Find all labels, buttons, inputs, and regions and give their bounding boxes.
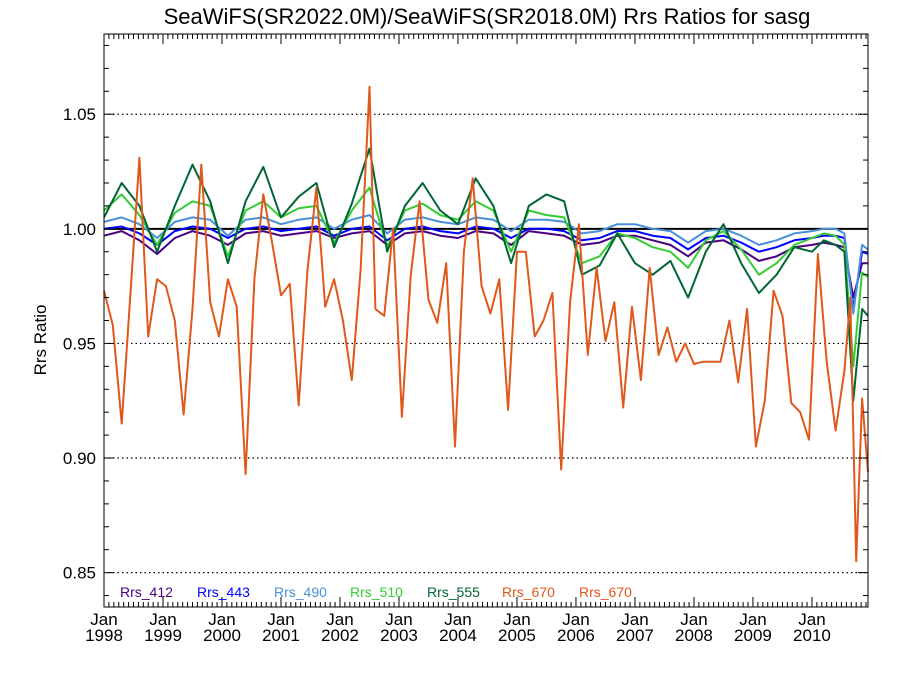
x-tick-month-label: Jan (621, 610, 648, 629)
x-tick-month-label: Jan (739, 610, 766, 629)
y-axis-title: Rrs Ratio (31, 305, 50, 376)
legend-entry-rrs-670: Rrs_670 (579, 584, 632, 600)
y-tick-label: 1.05 (63, 105, 96, 124)
y-tick-label: 1.00 (63, 220, 96, 239)
plot-frame (103, 33, 869, 608)
x-tick-year-label: 2004 (439, 626, 477, 645)
x-tick-year-label: 2002 (321, 626, 359, 645)
x-tick-month-label: Jan (149, 610, 176, 629)
x-tick-month-label: Jan (326, 610, 353, 629)
x-tick-year-label: 2001 (262, 626, 300, 645)
x-tick-month-label: Jan (90, 610, 117, 629)
axes: 0.850.900.951.001.05Jan1998Jan1999Jan200… (63, 33, 869, 645)
series-line-rrs-670-5 (103, 85, 869, 563)
x-tick-month-label: Jan (267, 610, 294, 629)
legend-entry-rrs-510: Rrs_510 (350, 584, 403, 600)
legend-entry-rrs-555: Rrs_555 (427, 584, 480, 600)
chart-title: SeaWiFS(SR2022.0M)/SeaWiFS(SR2018.0M) Rr… (164, 4, 811, 29)
x-tick-year-label: 2000 (203, 626, 241, 645)
series-line-rrs-510-3 (103, 186, 869, 368)
series-line-rrs-412-0 (103, 230, 868, 299)
x-tick-month-label: Jan (385, 610, 412, 629)
y-tick-label: 0.90 (63, 449, 96, 468)
x-tick-year-label: 2007 (616, 626, 654, 645)
legend-entry-rrs-670: Rrs_670 (502, 584, 555, 600)
legend-entry-rrs-412: Rrs_412 (120, 584, 173, 600)
x-tick-month-label: Jan (798, 610, 825, 629)
x-tick-year-label: 2006 (557, 626, 595, 645)
series-line-rrs-443-1 (103, 225, 869, 310)
x-tick-year-label: 1998 (85, 626, 123, 645)
y-tick-label: 0.95 (63, 334, 96, 353)
series-lines (103, 85, 869, 563)
x-tick-month-label: Jan (444, 610, 471, 629)
x-tick-year-label: 2008 (675, 626, 713, 645)
x-tick-year-label: 1999 (144, 626, 182, 645)
legend: Rrs_412 Rrs_443 Rrs_490 Rrs_510 Rrs_555 Rrs_6… (120, 584, 632, 600)
x-tick-year-label: 2009 (734, 626, 772, 645)
x-tick-year-label: 2005 (498, 626, 536, 645)
legend-entry-rrs-490: Rrs_490 (274, 584, 327, 600)
y-tick-label: 0.85 (63, 564, 96, 583)
x-tick-month-label: Jan (562, 610, 589, 629)
gridlines (104, 113, 868, 574)
x-tick-year-label: 2010 (793, 626, 831, 645)
series-line-rrs-555-4 (103, 147, 869, 402)
x-tick-month-label: Jan (503, 610, 530, 629)
x-tick-year-label: 2003 (380, 626, 418, 645)
x-tick-month-label: Jan (208, 610, 235, 629)
legend-entry-rrs-443: Rrs_443 (197, 584, 250, 600)
x-tick-month-label: Jan (680, 610, 707, 629)
